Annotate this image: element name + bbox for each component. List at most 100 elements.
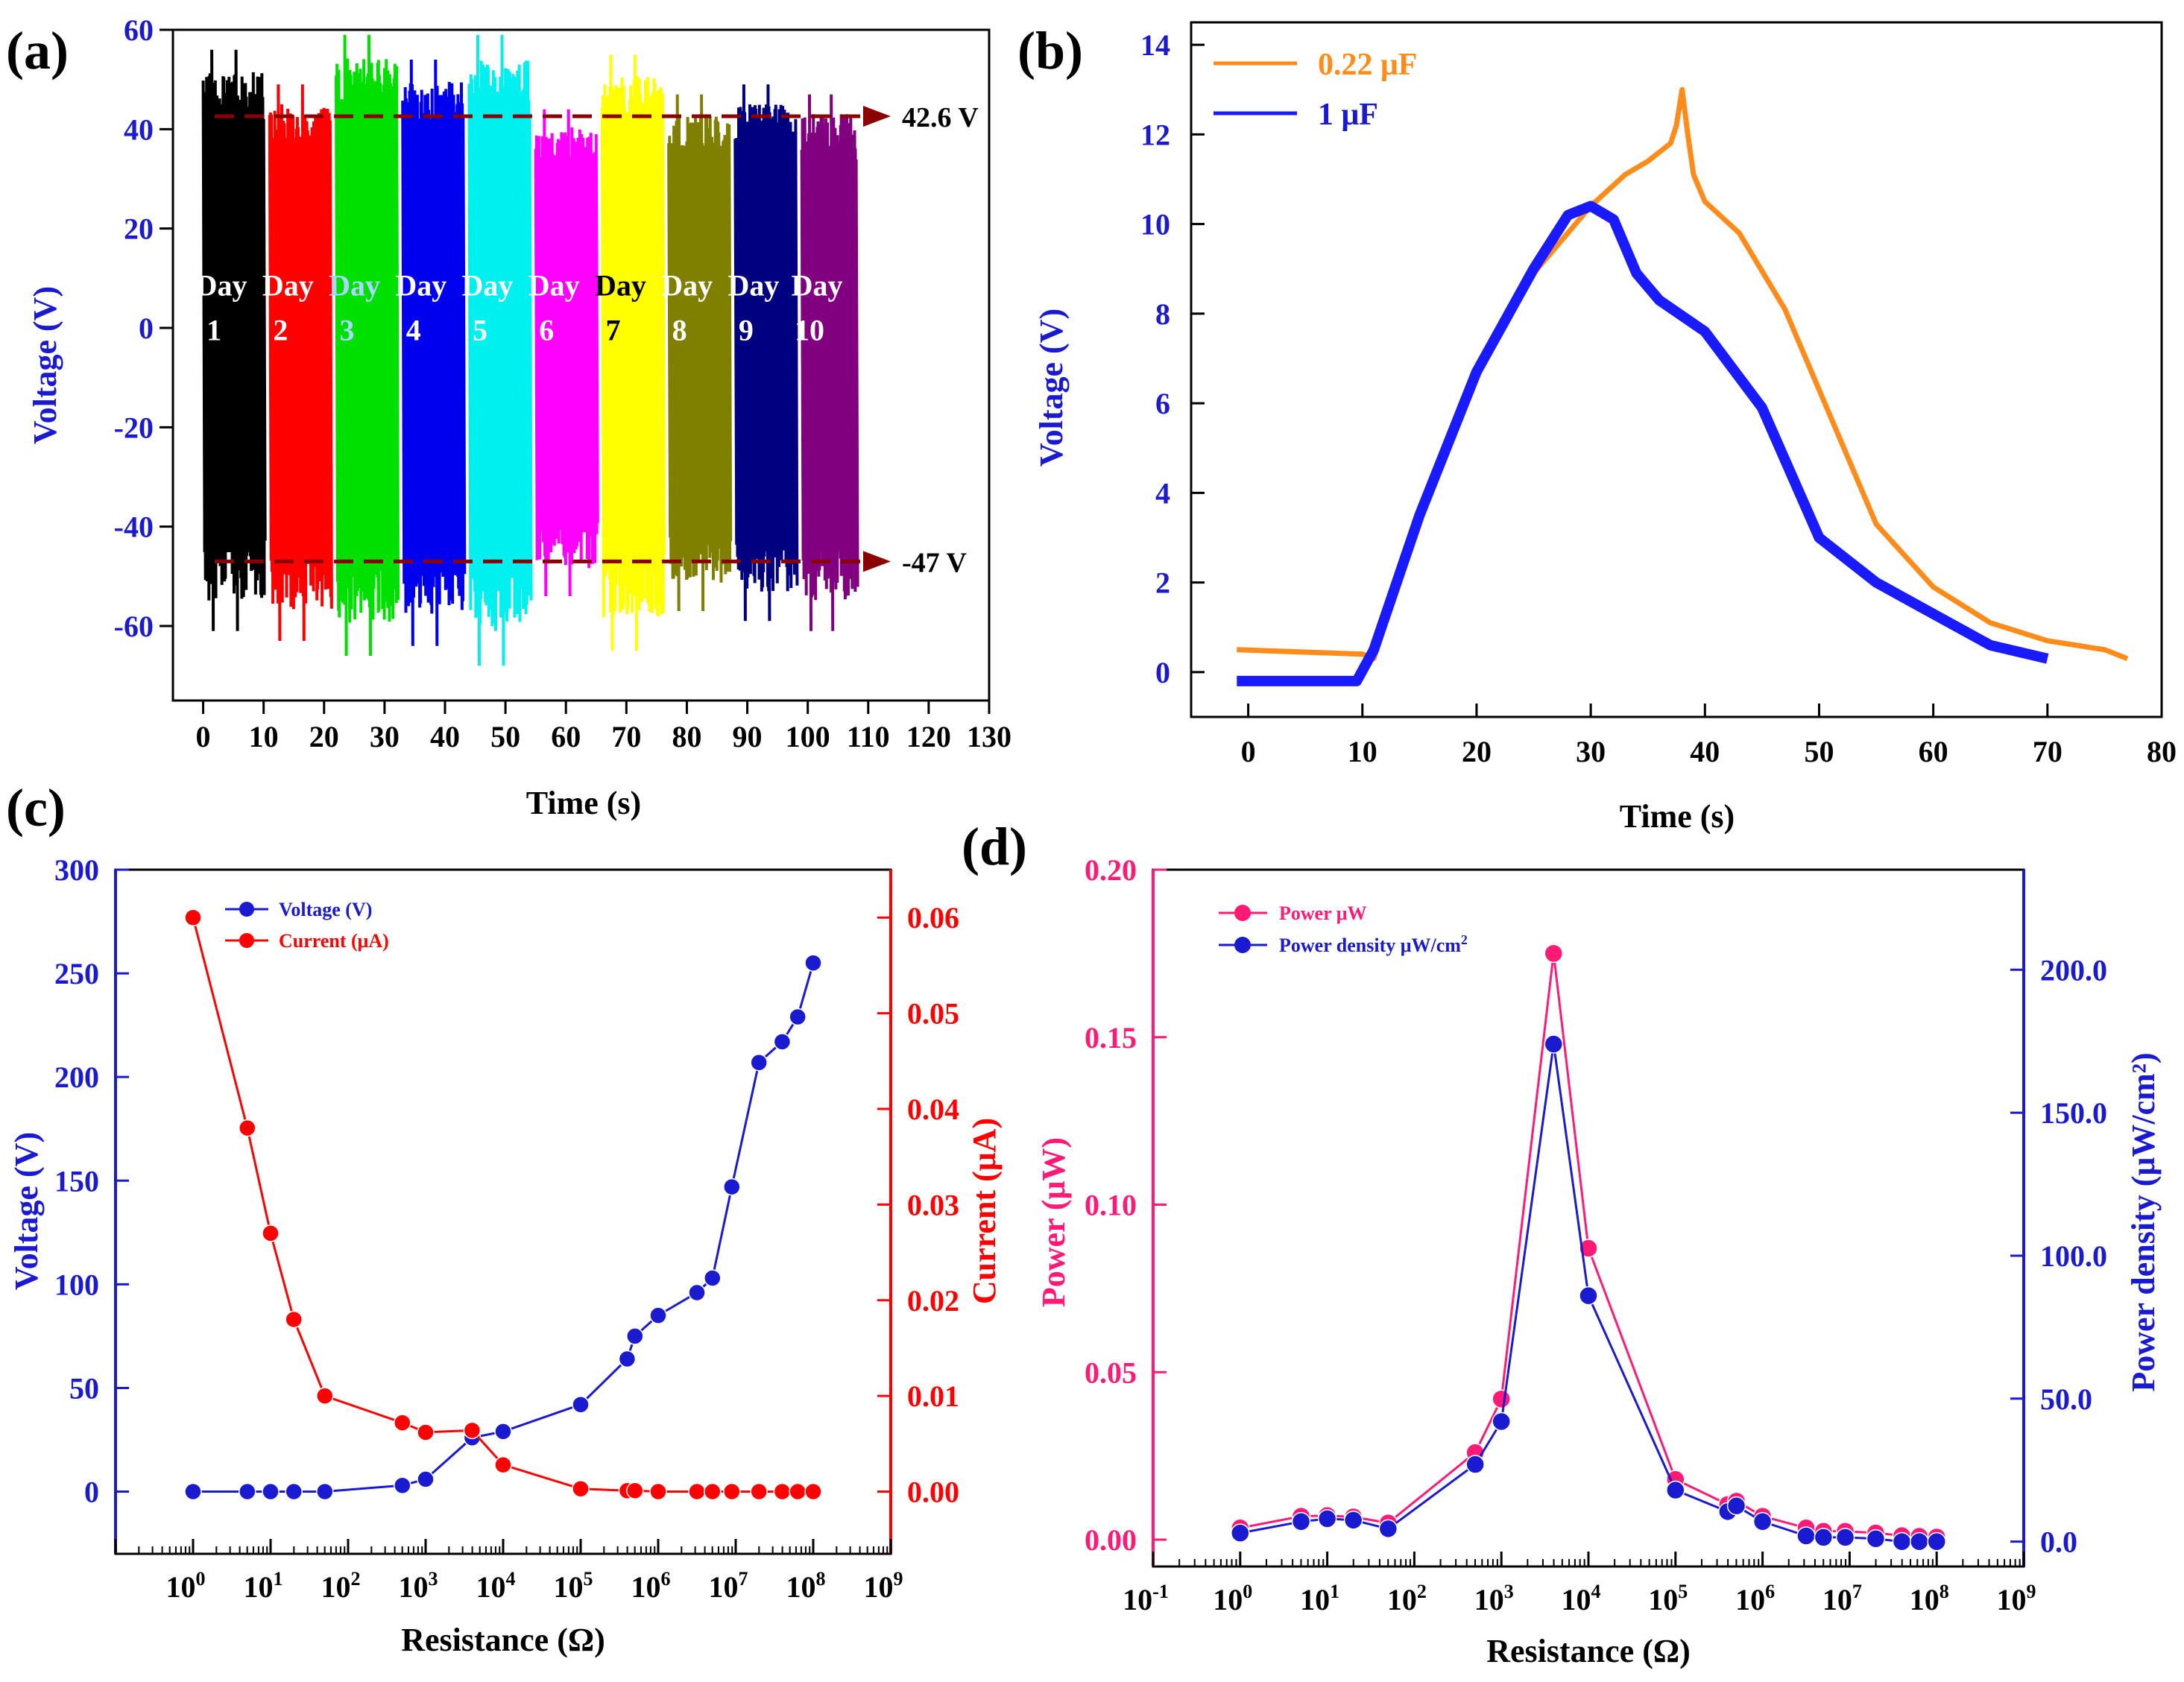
day-band-signal-10 [800,94,859,631]
panel-d-series [1231,943,1946,1552]
y-tick-label: 0 [1155,656,1170,689]
x-tick-label: 80 [672,720,701,753]
data-point [417,1423,435,1441]
day-band-signal-9 [733,84,799,622]
x-tick-label: 109 [1997,1581,2036,1616]
data-point [184,1482,202,1501]
series-1 [1231,943,1946,1547]
day-number-2: 2 [273,314,288,347]
data-point [184,908,202,926]
panel-d-legend: Power μW Power density μW/cm2 [1219,902,1468,956]
panel-d: (d) 10-1 100 101 102 103 104 105 106 107 108 1090.… [962,817,2162,1669]
x-tick-label: 40 [1690,735,1720,768]
data-point [1814,1528,1834,1547]
y2-tick-label: 0.01 [907,1379,959,1413]
day-label-6: Day [528,269,580,303]
reference-label-2: -47 V [902,547,967,578]
data-point [1317,1509,1337,1528]
x-tick-label: 110 [847,720,890,753]
day-label-9: Day [728,269,779,303]
day-number-1: 1 [206,314,221,347]
y-tick-label: 20 [124,212,154,246]
x-tick-label: 30 [1576,735,1606,768]
day-label-7: Day [595,269,646,303]
day-band-signal-4 [401,59,467,646]
y-tick-label: 150 [54,1164,99,1198]
series-line-022uf [1237,86,2129,662]
panel-b-label: (b) [1017,21,1083,80]
x-tick-label: 104 [476,1568,516,1604]
panel-d-y-axis-title: Power (μW) [1035,1137,1072,1307]
x-tick-label: 104 [1562,1581,1601,1616]
y-tick-label: 2 [1155,566,1170,600]
data-point [1465,1455,1485,1474]
day-band-10: Day 10 [792,94,859,631]
data-point [1544,1034,1564,1054]
panel-d-label: (d) [962,817,1027,876]
x-tick-label: 106 [631,1568,671,1604]
y2-tick-label: 100.0 [2040,1239,2107,1273]
panel-a-reference-lines: 42.6 V -47 V [215,102,979,578]
legend-marker-power-density [1234,937,1251,953]
y-tick-label: 200 [54,1060,99,1094]
y-tick-label: 6 [1155,387,1170,420]
y-tick-label: -60 [114,610,154,643]
data-point [1544,943,1564,964]
series-line-1 [193,962,815,1493]
day-band-signal-6 [534,109,599,597]
data-point [723,1482,741,1501]
day-band-4: Day 4 [395,59,467,646]
day-number-4: 4 [406,314,421,347]
panel-c-y-axis-title: Voltage (V) [8,1132,45,1290]
day-band-5: Day 5 [462,34,533,666]
y2-tick-label: 0.02 [907,1284,959,1318]
day-number-7: 7 [605,314,620,347]
day-band-signal-2 [268,84,333,642]
y-tick-label: 0.00 [1085,1523,1137,1557]
x-tick-label: 101 [1300,1581,1339,1616]
day-band-8: Day 8 [661,94,733,612]
panel-c-y2-axis-title: Current (μA) [966,1118,1003,1304]
y2-tick-label: 0.0 [2040,1526,2077,1559]
panel-a-x-axis-title: Time (s) [526,785,641,821]
y2-tick-label: 150.0 [2040,1096,2107,1130]
x-tick-label: 100 [786,720,830,753]
day-number-8: 8 [672,314,687,347]
y2-tick-label: 0.03 [907,1188,959,1221]
day-label-5: Day [462,269,514,303]
day-band-signal-1 [201,49,267,631]
day-number-10: 10 [795,314,824,347]
data-point [1752,1512,1773,1531]
data-point [626,1482,644,1500]
data-point [262,1482,280,1501]
panel-c-frame [114,868,892,1555]
day-band-7: Day 7 [595,54,666,651]
data-point [572,1395,590,1414]
legend-label-022uf: 0.22 μF [1318,48,1417,82]
data-point [1866,1529,1886,1549]
legend-label-current: Current (μA) [279,930,389,952]
y-tick-label: 0.20 [1085,853,1137,887]
y-tick-label: 12 [1140,118,1170,151]
data-point [1910,1531,1929,1552]
y-tick-label: 0.15 [1085,1021,1137,1055]
panel-b-axis-ticks: 0 10 20 30 40 50 60 70 80 0 2 4 6 8 10 12 14 [1140,28,2177,768]
legend-marker-power [1234,905,1251,921]
x-tick-label: 40 [430,720,460,753]
y-tick-label: 0 [139,312,154,345]
data-point [804,1482,822,1501]
panel-c-series [184,908,822,1501]
data-point [394,1476,411,1494]
data-point [773,1033,792,1051]
legend-marker-voltage [239,902,254,917]
panel-d-frame [1152,868,2025,1568]
data-point [285,1482,303,1501]
data-point [649,1306,667,1324]
data-point [1666,1480,1685,1500]
x-tick-label: 106 [1735,1581,1775,1616]
x-tick-label: 10 [249,720,279,753]
panel-b-legend: 0.22 μF 1 μF [1213,48,1417,132]
panel-b-series [1237,86,2129,686]
y2-tick-label: 0.05 [907,997,959,1031]
y2-tick-label: 0.00 [907,1476,959,1509]
